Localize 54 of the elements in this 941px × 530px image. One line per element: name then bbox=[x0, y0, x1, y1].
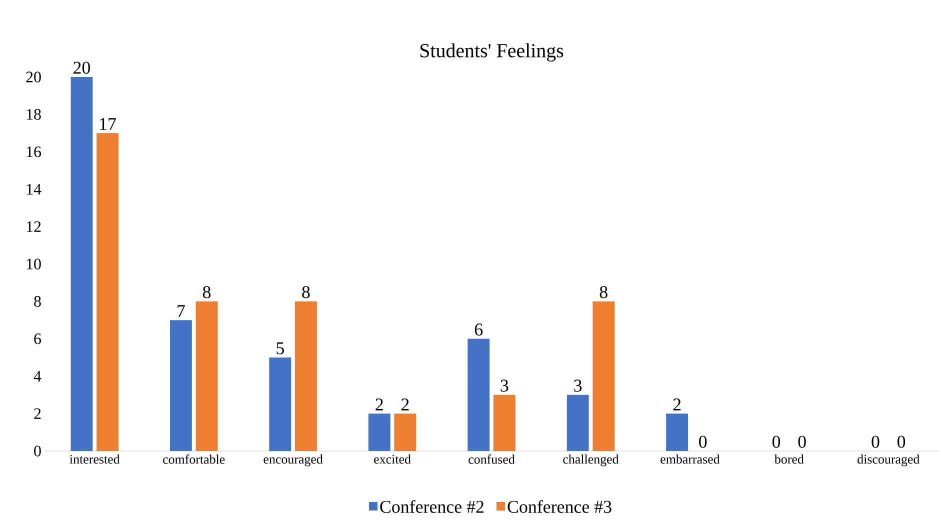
data-label: 7 bbox=[178, 305, 185, 317]
data-label: 6 bbox=[474, 324, 483, 336]
bar bbox=[468, 338, 490, 451]
y-tick-label: 18 bbox=[26, 109, 41, 120]
bar bbox=[170, 320, 192, 451]
data-label: 17 bbox=[100, 118, 116, 130]
data-label: 5 bbox=[276, 342, 284, 354]
x-tick-label: confused bbox=[468, 454, 515, 464]
data-label: 2 bbox=[673, 398, 681, 410]
data-label: 3 bbox=[574, 380, 582, 392]
data-label: 8 bbox=[202, 286, 211, 298]
x-tick-label: challenged bbox=[563, 454, 619, 466]
data-label: 20 bbox=[74, 62, 90, 74]
x-tick-label: bored bbox=[774, 454, 804, 464]
data-label: 2 bbox=[401, 398, 409, 410]
bar bbox=[566, 394, 589, 451]
x-tick-label: embarrased bbox=[660, 454, 720, 464]
bar bbox=[368, 414, 390, 451]
x-tick-label: excited bbox=[374, 454, 411, 464]
y-tick-label: 2 bbox=[34, 408, 41, 419]
data-label: 0 bbox=[898, 436, 906, 448]
data-label: 0 bbox=[798, 436, 806, 448]
legend-label: Conference #2 bbox=[380, 500, 484, 513]
x-tick-label: encouraged bbox=[264, 454, 323, 466]
x-tick-label: interested bbox=[70, 454, 120, 464]
y-tick-label: 14 bbox=[26, 184, 42, 194]
chart-title: Students' Feelings bbox=[420, 43, 564, 62]
y-tick-label: 0 bbox=[34, 446, 41, 456]
data-label: 0 bbox=[872, 436, 880, 448]
data-label: 0 bbox=[699, 436, 707, 448]
y-tick-label: 12 bbox=[26, 221, 41, 232]
bar bbox=[70, 76, 93, 451]
bar bbox=[96, 133, 118, 451]
y-tick-label: 16 bbox=[26, 146, 42, 158]
data-label: 8 bbox=[600, 286, 608, 298]
bar bbox=[592, 301, 615, 451]
bar bbox=[294, 301, 317, 451]
y-tick-label: 20 bbox=[26, 72, 41, 82]
bar bbox=[493, 394, 516, 451]
bar bbox=[666, 414, 688, 451]
y-tick-label: 10 bbox=[26, 258, 41, 270]
y-tick-label: 8 bbox=[34, 296, 41, 307]
data-label: 8 bbox=[302, 286, 310, 298]
y-tick-label: 4 bbox=[34, 370, 42, 382]
y-tick-label: 6 bbox=[34, 333, 42, 344]
data-label: 3 bbox=[500, 380, 508, 392]
data-label: 2 bbox=[376, 398, 383, 410]
bar bbox=[269, 358, 292, 451]
data-label: 0 bbox=[772, 436, 780, 448]
bar bbox=[394, 414, 416, 451]
legend-label: Conference #3 bbox=[508, 500, 612, 513]
x-tick-label: discouraged bbox=[858, 454, 920, 466]
x-tick-label: comfortable bbox=[163, 454, 225, 464]
bar bbox=[196, 301, 218, 451]
